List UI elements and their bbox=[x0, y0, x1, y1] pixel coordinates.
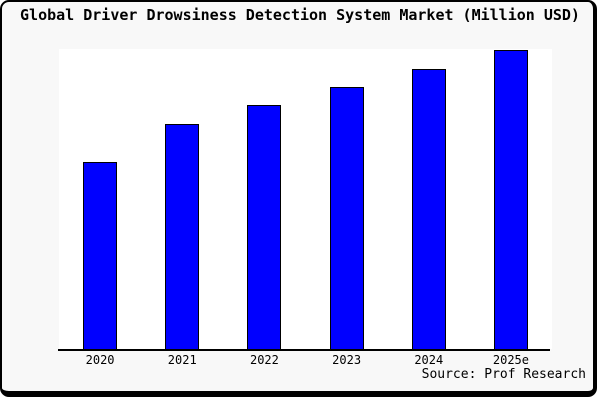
x-tick-label-2025e: 2025e bbox=[492, 353, 529, 367]
bar-column-2025e bbox=[470, 49, 552, 349]
bar-2020 bbox=[83, 162, 118, 349]
x-tick-label-2021: 2021 bbox=[167, 353, 197, 367]
bar-2025e bbox=[493, 50, 528, 349]
x-tick-label-2024: 2024 bbox=[414, 353, 444, 367]
bar-2024 bbox=[411, 69, 446, 349]
bar-column-2020 bbox=[59, 49, 141, 349]
x-tick-label-2023: 2023 bbox=[332, 353, 362, 367]
bar-column-2024 bbox=[388, 49, 470, 349]
bar-2023 bbox=[329, 87, 364, 349]
x-axis-line bbox=[58, 349, 550, 351]
bar-2022 bbox=[247, 105, 282, 349]
chart-title: Global Driver Drowsiness Detection Syste… bbox=[20, 6, 580, 24]
bar-2021 bbox=[165, 124, 200, 349]
bar-column-2022 bbox=[223, 49, 305, 349]
x-labels-row: 2020 2021 2022 2023 2024 2025e bbox=[59, 353, 552, 367]
source-credit: Source: Prof Research bbox=[421, 367, 586, 382]
bar-column-2023 bbox=[306, 49, 388, 349]
plot-area bbox=[59, 49, 552, 349]
x-tick-label-2022: 2022 bbox=[249, 353, 279, 367]
x-tick-label-2020: 2020 bbox=[85, 353, 115, 367]
bars-row bbox=[59, 49, 552, 349]
bar-column-2021 bbox=[141, 49, 223, 349]
